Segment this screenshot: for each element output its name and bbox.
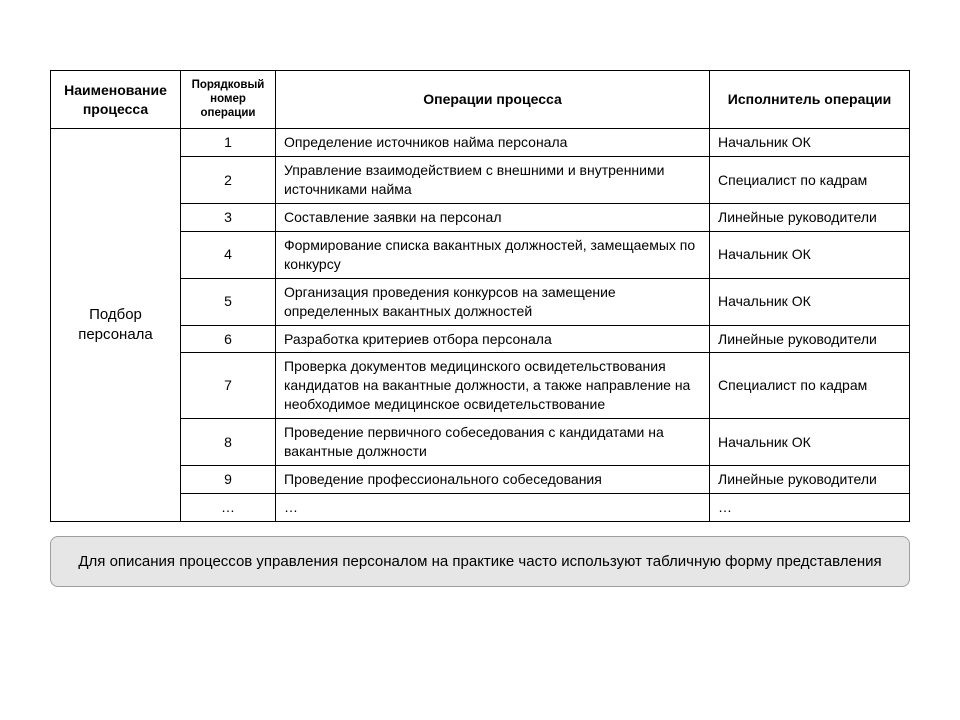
col-header-executor: Исполнитель операции bbox=[710, 71, 910, 129]
cell-num: 7 bbox=[181, 353, 276, 419]
cell-op: Проверка документов медицинского освидет… bbox=[276, 353, 710, 419]
col-header-op-number: Порядковый номер операции bbox=[181, 71, 276, 129]
cell-num: 4 bbox=[181, 231, 276, 278]
page: Наименование процесса Порядковый номер о… bbox=[0, 0, 960, 627]
cell-op: Составление заявки на персонал bbox=[276, 204, 710, 232]
table-header-row: Наименование процесса Порядковый номер о… bbox=[51, 71, 910, 129]
cell-exec: Специалист по кадрам bbox=[710, 353, 910, 419]
cell-num: … bbox=[181, 493, 276, 521]
cell-op: Разработка критериев отбора персонала bbox=[276, 325, 710, 353]
cell-exec: Линейные руководители bbox=[710, 325, 910, 353]
cell-op: Формирование списка вакантных должностей… bbox=[276, 231, 710, 278]
caption-box: Для описания процессов управления персон… bbox=[50, 536, 910, 588]
cell-op: … bbox=[276, 493, 710, 521]
cell-op: Проведение первичного собеседования с ка… bbox=[276, 419, 710, 466]
cell-exec: … bbox=[710, 493, 910, 521]
col-header-process-name: Наименование процесса bbox=[51, 71, 181, 129]
cell-num: 9 bbox=[181, 465, 276, 493]
cell-op: Управление взаимодействием с внешними и … bbox=[276, 157, 710, 204]
cell-num: 2 bbox=[181, 157, 276, 204]
cell-exec: Начальник ОК bbox=[710, 419, 910, 466]
col-header-operation: Операции процесса bbox=[276, 71, 710, 129]
cell-num: 1 bbox=[181, 129, 276, 157]
cell-exec: Линейные руководители bbox=[710, 204, 910, 232]
cell-op: Проведение профессионального собеседован… bbox=[276, 465, 710, 493]
cell-num: 6 bbox=[181, 325, 276, 353]
cell-num: 3 bbox=[181, 204, 276, 232]
cell-num: 8 bbox=[181, 419, 276, 466]
process-table: Наименование процесса Порядковый номер о… bbox=[50, 70, 910, 522]
cell-op: Организация проведения конкурсов на заме… bbox=[276, 278, 710, 325]
cell-op: Определение источников найма персонала bbox=[276, 129, 710, 157]
cell-exec: Линейные руководители bbox=[710, 465, 910, 493]
cell-exec: Начальник ОК bbox=[710, 231, 910, 278]
process-name-cell: Подбор персонала bbox=[51, 129, 181, 521]
cell-exec: Начальник ОК bbox=[710, 278, 910, 325]
caption-text: Для описания процессов управления персон… bbox=[78, 553, 881, 570]
cell-exec: Начальник ОК bbox=[710, 129, 910, 157]
table-row: Подбор персонала 1 Определение источнико… bbox=[51, 129, 910, 157]
cell-exec: Специалист по кадрам bbox=[710, 157, 910, 204]
cell-num: 5 bbox=[181, 278, 276, 325]
